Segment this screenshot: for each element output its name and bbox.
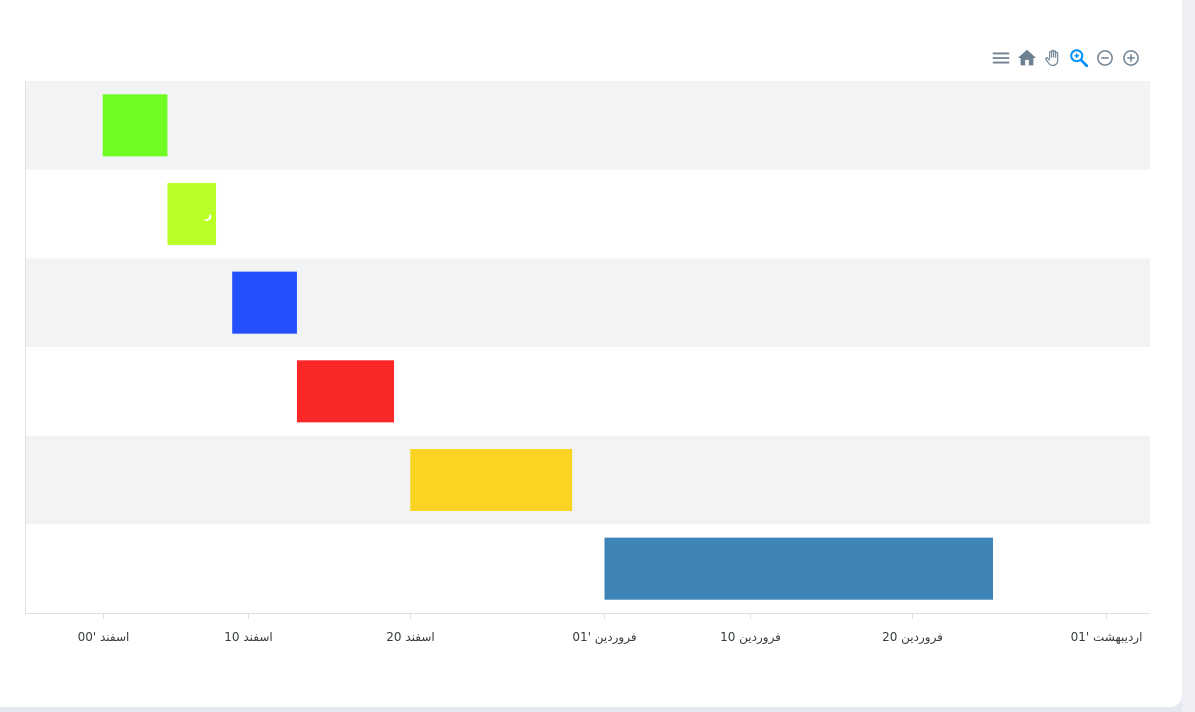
- row-band: [25, 258, 1150, 347]
- card-edge: [1182, 0, 1195, 712]
- row-band: [25, 81, 1150, 170]
- zoom-selection-icon[interactable]: [1068, 47, 1090, 69]
- x-tick-label: 10 فروردین: [720, 630, 781, 645]
- bar-data-label: ر: [204, 207, 212, 221]
- range-bar[interactable]: [296, 360, 395, 423]
- x-tick-label: 10 اسفند: [224, 630, 272, 644]
- x-tick-label: 20 اسفند: [386, 630, 434, 644]
- zoom-in-icon[interactable]: [1120, 47, 1142, 69]
- x-tick-label: اردیبهشت '01: [1071, 630, 1143, 645]
- chart-toolbar: [986, 46, 1142, 70]
- x-tick-label: اسفند '00: [78, 630, 130, 644]
- zoom-out-icon[interactable]: [1094, 47, 1116, 69]
- range-bar[interactable]: [410, 448, 573, 512]
- range-bar[interactable]: [167, 182, 217, 246]
- range-bar[interactable]: [604, 537, 993, 600]
- range-bar[interactable]: [232, 271, 297, 334]
- x-tick-label: فروردین '01: [572, 630, 636, 645]
- row-band: [25, 435, 1150, 525]
- pan-icon[interactable]: [1042, 47, 1064, 69]
- x-tick-label: 20 فروردین: [882, 630, 943, 645]
- row-band: [25, 347, 1150, 436]
- reset-home-icon[interactable]: [1016, 47, 1038, 69]
- menu-icon[interactable]: [990, 47, 1012, 69]
- range-bar[interactable]: [102, 94, 168, 157]
